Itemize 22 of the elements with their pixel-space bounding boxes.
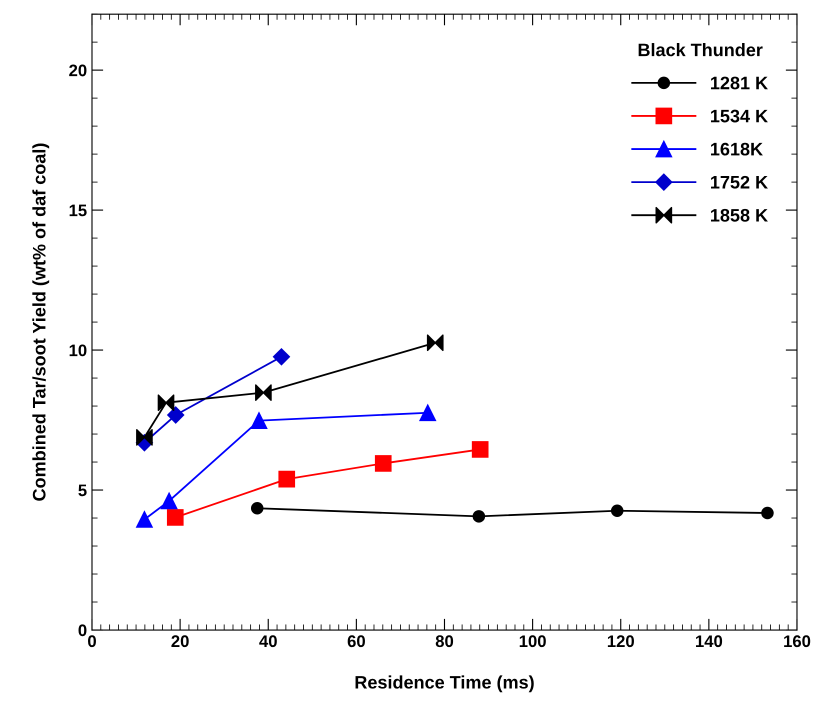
x-axis-title: Residence Time (ms) (356, 675, 534, 692)
x-tick-label: 80 (436, 635, 454, 648)
x-tick-label: 120 (608, 635, 634, 648)
y-tick-label: 5 (78, 484, 87, 496)
legend-label: 1534 K (711, 110, 768, 122)
legend-label: 1281 K (711, 76, 768, 90)
legend-title: Black Thunder (638, 43, 763, 56)
x-tick-label: 100 (520, 635, 546, 648)
x-tick-label: 140 (696, 635, 722, 648)
y-tick-label: 0 (78, 624, 86, 636)
x-tick-label: 60 (348, 635, 365, 648)
legend-label: 1752 K (711, 176, 768, 189)
y-tick-label: 15 (70, 204, 87, 216)
x-tick-label: 20 (171, 635, 189, 648)
x-tick-label: 0 (88, 635, 96, 648)
x-tick-label: 160 (784, 635, 810, 648)
y-axis-title: Combined Tar/soot Yield (wt% of daf coal) (32, 144, 50, 501)
legend-label: 1858 K (711, 208, 768, 222)
legend-label: 1618K (711, 142, 763, 156)
x-tick-label: 40 (259, 635, 277, 648)
y-tick-label: 20 (69, 64, 86, 76)
y-tick-label: 10 (70, 344, 86, 356)
